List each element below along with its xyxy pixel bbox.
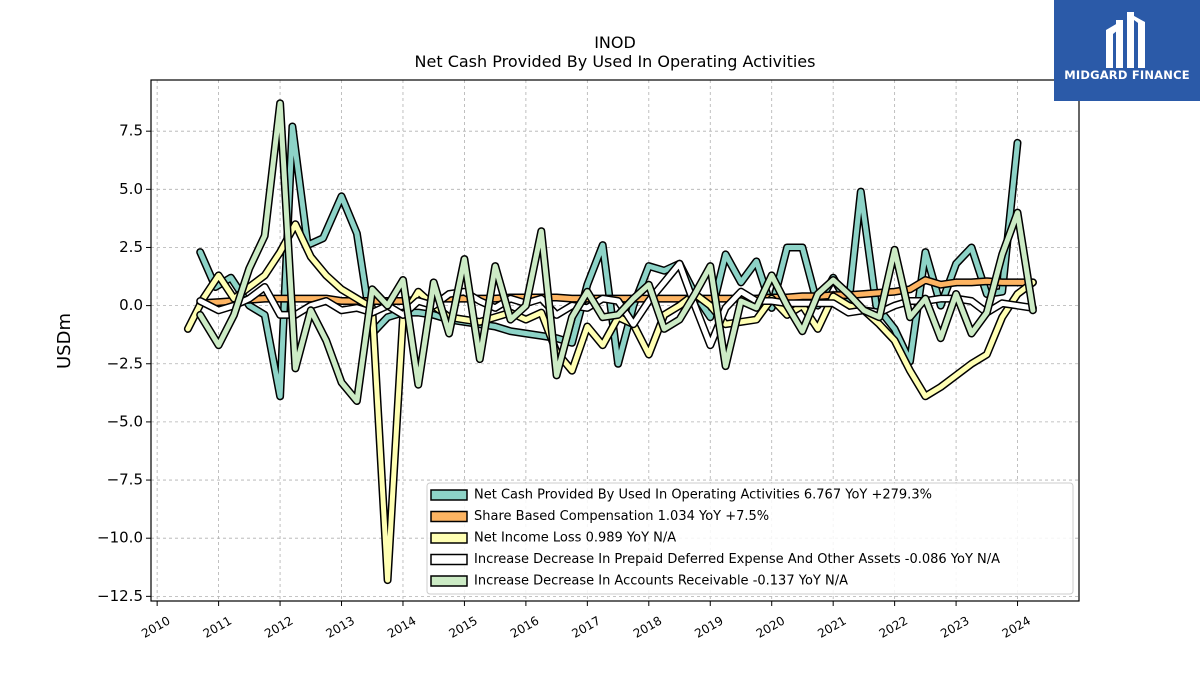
chart-title: INOD: [594, 33, 636, 52]
series-4: [196, 259, 1037, 350]
x-tick-label: 2024: [1000, 613, 1033, 640]
series-line: [197, 100, 1036, 404]
logo-text: MIDGARD FINANCE: [1064, 68, 1190, 82]
legend-swatch: [430, 510, 468, 523]
y-tick-label: 5.0: [119, 180, 143, 198]
series-line: [197, 261, 1036, 348]
x-tick-label: 2012: [262, 613, 295, 640]
legend-box: [426, 482, 1074, 595]
x-tick-label: 2018: [631, 613, 664, 640]
x-ticks: 2010 2011 2012 2013 2014 2015 2016 2017 2018 2019…: [139, 601, 1033, 641]
x-tick-label: 2017: [569, 613, 602, 640]
legend-swatch: [430, 553, 468, 566]
series-3: [183, 220, 1037, 585]
legend: Net Cash Provided By Used In Operating A…: [426, 482, 1074, 595]
legend-swatch: [430, 532, 468, 544]
legend-swatch: [430, 489, 468, 501]
series-line: [185, 221, 1036, 583]
legend-swatch: [430, 575, 468, 587]
x-tick-label: 2013: [324, 613, 357, 640]
y-tick-label: −10.0: [97, 529, 143, 547]
x-tick-label: 2016: [508, 613, 541, 640]
logo-mark-icon: [1106, 12, 1145, 68]
series-5: [196, 99, 1037, 405]
y-tick-label: 7.5: [119, 122, 143, 140]
series-layer: [183, 99, 1037, 585]
legend-entry: Net Cash Provided By Used In Operating A…: [474, 488, 932, 503]
midgard-finance-logo: MIDGARD FINANCE: [1054, 0, 1200, 101]
y-axis-label: USDm: [54, 313, 75, 369]
x-tick-label: 2019: [692, 613, 725, 640]
x-tick-label: 2015: [446, 613, 479, 640]
y-tick-label: 0.0: [119, 296, 143, 314]
y-ticks: 7.5 5.0 2.5 0.0 −2.5 −5.0 −7.5 −10.0 −12.5: [97, 122, 151, 605]
legend-entry: Increase Decrease In Accounts Receivable…: [474, 574, 848, 589]
legend-entry: Share Based Compensation 1.034 YoY +7.5%: [474, 509, 769, 524]
chart-subtitle: Net Cash Provided By Used In Operating A…: [415, 52, 816, 71]
y-tick-label: −5.0: [107, 412, 143, 430]
x-tick-label: 2022: [877, 613, 910, 640]
legend-entry: Net Income Loss 0.989 YoY N/A: [474, 531, 676, 546]
y-tick-label: −12.5: [97, 587, 143, 605]
x-tick-label: 2023: [938, 613, 971, 640]
legend-entry: Increase Decrease In Prepaid Deferred Ex…: [474, 552, 1000, 567]
y-tick-label: −7.5: [107, 471, 143, 489]
plot-frame: [150, 79, 1080, 602]
x-tick-label: 2020: [754, 613, 787, 640]
x-tick-label: 2014: [385, 613, 418, 640]
y-tick-label: −2.5: [107, 354, 143, 372]
x-tick-label: 2021: [815, 613, 848, 640]
x-tick-label: 2011: [201, 613, 234, 640]
y-tick-label: 2.5: [119, 238, 143, 256]
x-tick-label: 2010: [139, 613, 172, 640]
